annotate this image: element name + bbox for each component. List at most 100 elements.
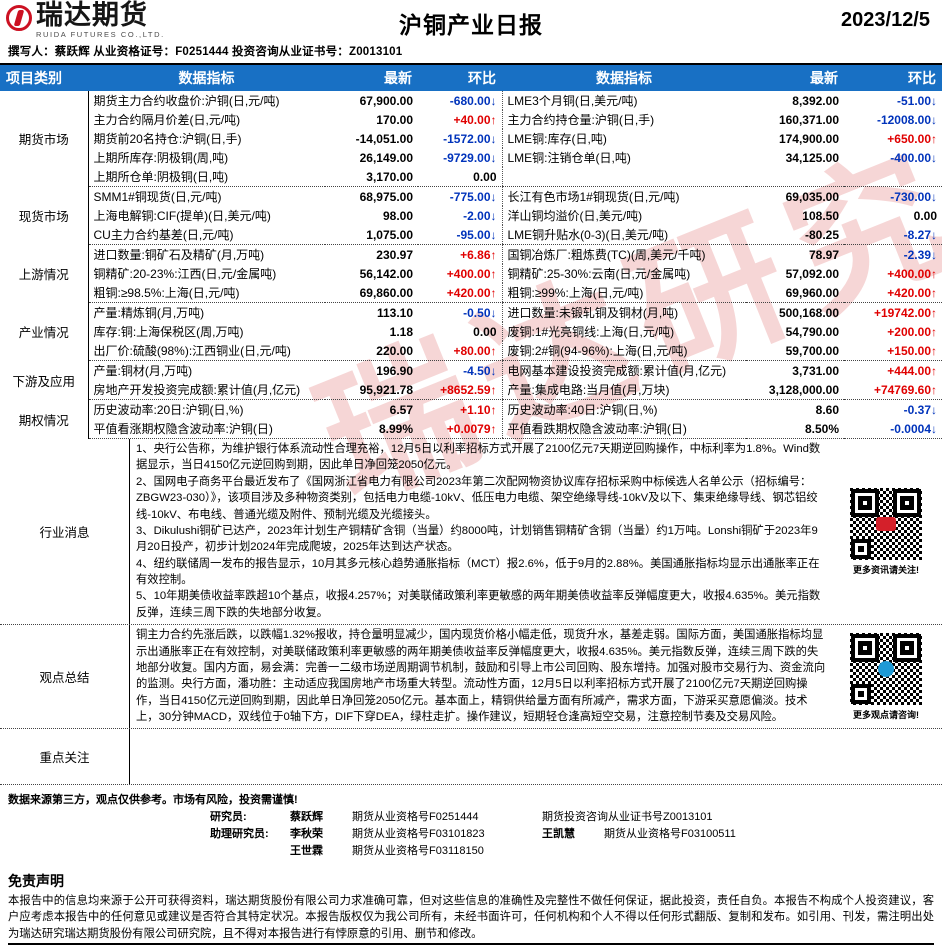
news-qr-caption: 更多资讯请关注! [853, 564, 919, 575]
researcher-name: 蔡跃辉 [290, 811, 323, 824]
wechat-qr-code-icon[interactable] [850, 487, 922, 560]
indicator-value-2: -80.25 [746, 225, 844, 245]
summary-body: 铜主力合约先涨后跌，以跌幅1.32%报收，持仓量明显减少，国内现货价格小幅走低，… [136, 629, 826, 723]
assistant-3-name: 王世霖 [290, 845, 323, 858]
indicator-change: -680.00↓ [449, 93, 497, 108]
th-indicator-2: 数据指标 [502, 64, 746, 91]
indicator-name: 上海电解铜:CIF(提单)(日,美元/吨) [93, 209, 271, 223]
table-header-row: 项目类别 数据指标 最新 环比 数据指标 最新 环比 [0, 64, 942, 91]
researcher-row: 研究员: 蔡跃辉 期货从业资格号F0251444 期货投资咨询从业证书号Z001… [210, 809, 942, 826]
indicator-value: 68,975.00 [359, 189, 413, 204]
summary-section: 观点总结 铜主力合约先涨后跌，以跌幅1.32%报收，持仓量明显减少，国内现货价格… [0, 625, 942, 730]
indicator-name-2: 进口数量:未锻轧铜及铜材(月,吨) [501, 302, 746, 322]
indicator-name: 上期所仓单:阴极铜(日,吨) [88, 167, 325, 187]
indicator-name-2 [501, 167, 746, 187]
table-row: 出厂价:硫酸(98%):江西铜业(日,元/吨) 220.00 +80.00↑ 废铜:2… [0, 341, 942, 361]
page-header: 瑞达期货 RUIDA FUTURES CO.,LTD. 沪铜产业日报 2023/… [0, 0, 942, 40]
indicator-value-2: 69,035.00 [785, 189, 839, 204]
table-row: 房地产开发投资完成额:累计值(月,亿元) 95,921.78 +8652.59↑ 产量… [0, 380, 942, 400]
indicator-change: +1.10↑ [460, 402, 497, 417]
indicator-change-2: -8.27↓ [844, 225, 942, 245]
disclaimer-body: 本报告中的信息均来源于公开可获得资料，瑞达期货股份有限公司力求准确可靠，但对这些… [8, 894, 934, 941]
indicator-value-2: 174,900.00 [778, 131, 839, 146]
indicator-name-2: 国铜冶炼厂:粗炼费(TC)(周,美元/千吨) [501, 244, 746, 264]
indicator-table: 项目类别 数据指标 最新 环比 数据指标 最新 环比 期货市场 期货主力合约收盘价… [0, 63, 942, 439]
table-row: 粗铜:≥98.5%:上海(日,元/吨) 69,860.00 +420.00↑ 粗铜:≥… [0, 283, 942, 303]
indicator-name: 主力合约隔月价差(日,元/吨) [93, 113, 241, 127]
indicator-change: -4.50↓ [463, 363, 497, 378]
indicator-value: 6.57 [389, 402, 413, 417]
indicator-change-2: +74769.60↑ [844, 380, 942, 400]
indicator-name: 平值看涨期权隐含波动率:沪铜(日) [88, 419, 325, 439]
indicator-value: 67,900.00 [359, 93, 413, 108]
indicator-change-2: 0.00 [913, 208, 937, 223]
indicator-change-2: +19742.00↑ [873, 305, 937, 320]
indicator-value-2: 78.97 [808, 247, 839, 262]
news-qr-block: 更多资讯请关注! [830, 439, 942, 624]
indicator-value-2: 54,790.00 [785, 324, 839, 339]
news-item: 4、纽约联储周一发布的报告显示，10月其多元核心趋势通胀指标（MCT）报2.6%… [136, 557, 820, 586]
indicator-change-2 [844, 167, 942, 187]
assistant-row-1: 助理研究员: 李秋荣 期货从业资格号F03101823 王凯慧 期货从业资格号F… [210, 826, 942, 843]
indicator-name: 出厂价:硫酸(98%):江西铜业(日,元/吨) [88, 341, 325, 361]
row-category: 下游及应用 [0, 360, 89, 400]
indicator-change: -9729.00↓ [443, 150, 497, 165]
th-change: 环比 [418, 64, 502, 91]
industry-news-section: 行业消息 1、央行公告称，为维护银行体系流动性合理充裕，12月5日以利率招标方式… [0, 439, 942, 626]
indicator-change: -0.50↓ [463, 305, 497, 320]
indicator-change-2: -0.0004↓ [844, 419, 942, 439]
assistant-1-name: 李秋荣 [290, 828, 323, 841]
consult-qr-code-icon[interactable] [850, 632, 922, 705]
indicator-change: -95.00↓ [418, 225, 502, 245]
indicator-name-2: 产量:集成电路:当月值(月,万块) [501, 380, 746, 400]
indicator-change-2: +150.00↑ [844, 341, 942, 361]
indicator-change-2: -0.37↓ [903, 402, 937, 417]
indicator-change-2: +650.00↑ [887, 131, 937, 146]
researcher-label: 研究员: [210, 811, 247, 824]
researcher-license-2: 期货投资咨询从业证书号Z0013101 [542, 811, 713, 824]
news-item: 1、央行公告称，为维护银行体系流动性合理充裕，12月5日以利率招标方式开展了21… [136, 443, 821, 472]
th-category: 项目类别 [0, 64, 88, 91]
indicator-value-2: 69,960.00 [746, 283, 844, 303]
table-row: 期货市场 期货主力合约收盘价:沪铜(日,元/吨) 67,900.00 -680.00↓… [0, 91, 942, 187]
indicator-value: 56,142.00 [359, 266, 413, 281]
indicator-name-2: LME铜:注销仓单(日,吨) [501, 148, 746, 167]
indicator-change-2: +420.00↑ [844, 283, 942, 303]
indicator-value: 26,149.00 [359, 150, 413, 165]
summary-label: 观点总结 [0, 625, 130, 729]
logo-swirl-icon [6, 5, 32, 32]
indicator-value-2: 57,092.00 [785, 266, 839, 281]
indicator-name: 期货前20名持仓:沪铜(日,手) [93, 132, 242, 146]
row-category: 期权情况 [0, 399, 89, 439]
indicator-name-2: 主力合约持仓量:沪铜(日,手) [501, 110, 746, 129]
bottom-divider [8, 943, 934, 946]
table-row: 库存:铜:上海保税区(周,万吨) 1.18 0.00 废铜:1#光亮铜线:上海(日,元… [0, 322, 942, 341]
indicator-change-2: +200.00↑ [887, 324, 937, 339]
indicator-name: 粗铜:≥98.5%:上海(日,元/吨) [88, 283, 325, 303]
row-category: 期货市场 [0, 91, 89, 187]
indicator-change-2: +400.00↑ [887, 266, 937, 281]
indicator-change: +0.0079↑ [418, 419, 502, 439]
assistant-3-license: 期货从业资格号F03118150 [352, 845, 484, 858]
table-row: 下游及应用 产量:铜材(月,万吨) 196.90 -4.50↓ 电网基本建设投资完成额:… [0, 360, 942, 400]
indicator-name-2: 废铜:1#光亮铜线:上海(日,元/吨) [501, 322, 746, 341]
indicator-name-2: 洋山铜均溢价(日,美元/吨) [501, 206, 746, 225]
indicator-name: 进口数量:铜矿石及精矿(月,万吨) [93, 248, 265, 262]
indicator-change: +400.00↑ [446, 266, 497, 281]
indicator-name: 上期所库存:阴极铜(周,吨) [93, 151, 229, 165]
row-category: 上游情况 [0, 244, 89, 303]
table-row: 上游情况 进口数量:铜矿石及精矿(月,万吨) 230.97 +6.86↑ 国铜冶炼厂:粗… [0, 244, 942, 303]
assistant-1-license: 期货从业资格号F03101823 [352, 828, 485, 841]
page-title: 沪铜产业日报 [399, 12, 543, 38]
indicator-value-2: 500,168.00 [778, 305, 839, 320]
indicator-name-2: LME铜升贴水(0-3)(日,美元/吨) [501, 225, 746, 245]
table-row: 期权情况 历史波动率:20日:沪铜(日,%) 6.57 +1.10↑ 历史波动率:40日… [0, 399, 942, 439]
th-change-2: 环比 [844, 64, 942, 91]
indicator-change: +420.00↑ [418, 283, 502, 303]
th-indicator: 数据指标 [88, 64, 325, 91]
indicator-change-2: -51.00↓ [896, 93, 937, 108]
indicator-value: 98.00 [382, 208, 413, 223]
th-latest-2: 最新 [746, 64, 844, 91]
table-row: 现货市场 SMM1#铜现货(日,元/吨) 68,975.00 -775.00↓ 长江有色… [0, 186, 942, 245]
indicator-value: 8.99% [325, 419, 418, 439]
